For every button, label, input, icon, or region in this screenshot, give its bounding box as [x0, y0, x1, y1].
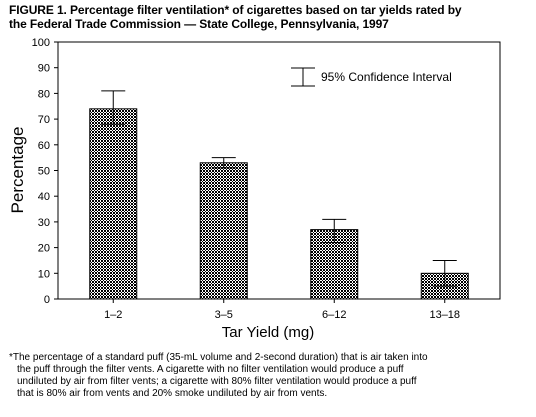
figure-title-line-2: the Federal Trade Commission — State Col… [9, 17, 389, 31]
x-tick-label: 3–5 [215, 309, 233, 321]
figure-title-line-1: FIGURE 1. Percentage filter ventilation*… [9, 3, 462, 17]
y-tick-label: 100 [32, 37, 50, 49]
x-tick-label: 6–12 [322, 309, 346, 321]
y-tick-label: 10 [38, 268, 50, 280]
footnote: *The percentage of a standard puff (35-m… [9, 352, 531, 400]
y-axis: 0 10 20 30 40 50 60 70 80 90 100 [32, 37, 58, 306]
x-axis-label: Tar Yield (mg) [222, 324, 315, 341]
y-tick-label: 40 [38, 191, 50, 203]
y-tick-label: 0 [44, 294, 50, 306]
footnote-line-2: the puff through the filter vents. A cig… [17, 364, 404, 375]
x-tick-label: 1–2 [104, 309, 122, 321]
y-tick-label: 30 [38, 217, 50, 229]
x-axis: 1–2 3–5 6–12 13–18 [104, 299, 460, 321]
bar [199, 162, 248, 300]
y-tick-label: 60 [38, 140, 50, 152]
bar [89, 108, 138, 300]
y-tick-label: 20 [38, 243, 50, 255]
y-tick-label: 80 [38, 88, 50, 100]
legend-label: 95% Confidence Interval [321, 70, 452, 84]
x-tick-label: 13–18 [429, 309, 460, 321]
footnote-line-1: *The percentage of a standard puff (35-m… [9, 352, 428, 363]
y-tick-label: 90 [38, 63, 50, 75]
footnote-line-3: undiluted by air from filter vents; a ci… [17, 376, 417, 387]
y-tick-label: 50 [38, 166, 50, 178]
footnote-line-4: that is 80% air from vents and 20% smoke… [17, 388, 328, 399]
figure-title: FIGURE 1. Percentage filter ventilation*… [9, 3, 529, 31]
y-axis-label: Percentage [8, 127, 27, 214]
y-tick-label: 70 [38, 114, 50, 126]
legend: 95% Confidence Interval [291, 67, 452, 87]
bars-group [89, 90, 469, 300]
